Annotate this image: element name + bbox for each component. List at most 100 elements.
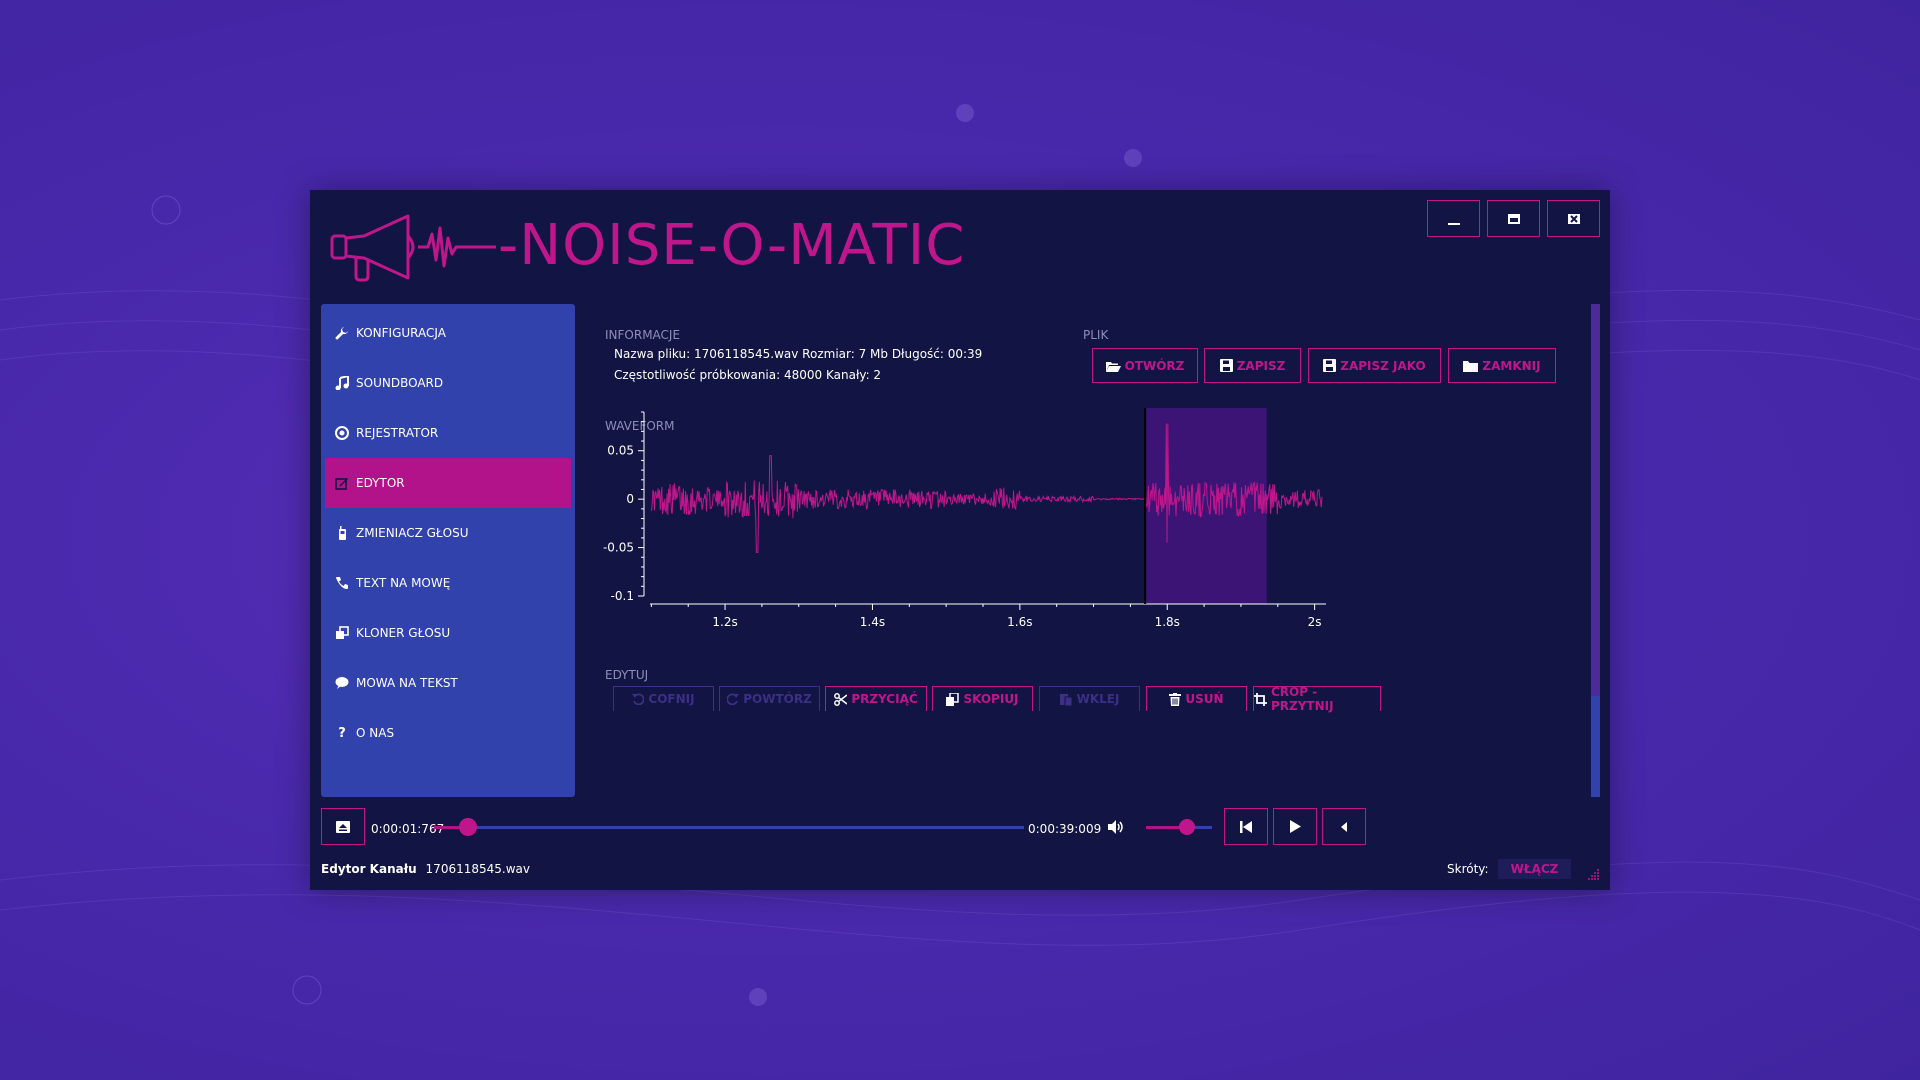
speech-bubble-icon [333, 674, 351, 692]
minimize-button[interactable] [1427, 200, 1480, 237]
seek-slider-thumb[interactable] [458, 818, 477, 836]
window-controls [1427, 200, 1600, 237]
sidebar-item-label: REJESTRATOR [356, 426, 439, 440]
x-tick-label: 1.2s [712, 615, 737, 629]
total-time: 0:00:39:009 [1028, 822, 1102, 836]
minor-ticks [638, 411, 1316, 610]
play-button[interactable] [1273, 808, 1317, 845]
shortcuts-label: Skróty: [1447, 862, 1489, 876]
sidebar-item-edytor[interactable]: EDYTOR [325, 458, 571, 508]
waveform-section-label: WAVEFORM [605, 419, 675, 433]
sample-info-line: Częstotliwość próbkowania: 48000 Kanały:… [614, 368, 882, 382]
sidebar-item-o-nas[interactable]: ? O NAS [325, 708, 571, 758]
trash-icon [1169, 692, 1182, 706]
volume-slider-thumb[interactable] [1178, 819, 1195, 835]
maximize-button[interactable] [1487, 200, 1540, 237]
paste-icon [1059, 693, 1073, 706]
sidebar-item-label: KLONER GŁOSU [356, 626, 451, 640]
delete-button[interactable]: USUŃ [1146, 686, 1247, 711]
minimize-icon [1447, 222, 1460, 225]
status-file-name: 1706118545.wav [425, 862, 530, 876]
sidebar-item-zmieniacz-glosu[interactable]: ZMIENIACZ GŁOSU [325, 508, 571, 558]
volume-icon[interactable] [1108, 819, 1124, 838]
vertical-scrollbar[interactable] [1591, 304, 1600, 797]
undo-icon [632, 693, 645, 705]
sidebar-item-label: ZMIENIACZ GŁOSU [356, 526, 469, 540]
save-as-button-label: ZAPISZ JAKO [1340, 358, 1426, 373]
sidebar-item-konfiguracja[interactable]: KONFIGURACJA [325, 308, 571, 358]
sidebar-item-label: KONFIGURACJA [356, 326, 446, 340]
redo-icon [727, 693, 740, 705]
folder-icon [1463, 360, 1479, 372]
file-info-line: Nazwa pliku: 1706118545.wav Rozmiar: 7 M… [614, 347, 983, 361]
y-tick-label: 0 [626, 492, 634, 506]
walkie-talkie-icon [333, 524, 351, 542]
triangle-left-icon [1341, 821, 1347, 832]
y-tick-label: -0.05 [603, 541, 634, 555]
waveform-line [650, 423, 1323, 553]
sidebar-item-soundboard[interactable]: SOUNDBOARD [325, 358, 571, 408]
eject-icon [336, 820, 350, 833]
sidebar-item-label: SOUNDBOARD [356, 376, 444, 390]
close-button[interactable] [1547, 200, 1600, 237]
scrollbar-thumb[interactable] [1591, 696, 1600, 797]
app-window: -NOISE-O-MATIC KONFIGURACJA SOUNDBOARD R… [310, 190, 1610, 890]
selection-region[interactable] [1145, 408, 1267, 604]
edit-section-label: EDYTUJ [605, 668, 649, 682]
save-icon [1323, 359, 1337, 372]
paste-button[interactable]: WKLEJ [1039, 686, 1140, 711]
sidebar-item-label: O NAS [356, 726, 395, 740]
paste-button-label: WKLEJ [1076, 692, 1120, 706]
close-file-button[interactable]: ZAMKNIJ [1448, 348, 1556, 383]
save-button[interactable]: ZAPISZ [1204, 348, 1301, 383]
folder-open-icon [1105, 361, 1121, 372]
app-logo: -NOISE-O-MATIC [328, 208, 965, 284]
volume-slider-fill [1146, 826, 1187, 829]
x-tick-label: 1.6s [1007, 615, 1032, 629]
scissors-icon [834, 692, 848, 706]
x-tick-label: 1.4s [860, 615, 885, 629]
save-button-label: ZAPISZ [1236, 358, 1286, 373]
question-icon: ? [338, 725, 346, 741]
edit-icon [333, 474, 351, 492]
clone-icon [333, 624, 351, 642]
open-button[interactable]: OTWÓRZ [1092, 348, 1198, 383]
x-tick-label: 2s [1308, 615, 1322, 629]
sidebar-item-kloner-glosu[interactable]: KLONER GŁOSU [325, 608, 571, 658]
save-icon [1219, 359, 1233, 372]
copy-button[interactable]: SKOPIUJ [932, 686, 1033, 711]
trim-button[interactable]: PRZYCIĄĆ [825, 686, 927, 711]
sidebar-item-rejestrator[interactable]: REJESTRATOR [325, 408, 571, 458]
sidebar-item-label: EDYTOR [356, 476, 405, 490]
sidebar-item-text-na-mowe[interactable]: TEXT NA MOWĘ [325, 558, 571, 608]
sidebar-item-label: TEXT NA MOWĘ [356, 576, 451, 590]
delete-button-label: USUŃ [1185, 692, 1224, 706]
wrench-icon [333, 324, 351, 342]
copy-icon [946, 692, 960, 706]
music-note-icon [333, 374, 351, 392]
undo-button[interactable]: COFNIJ [613, 686, 714, 711]
crop-button-label: CROP - PRZYTNIJ [1271, 685, 1334, 713]
reverse-button[interactable] [1322, 808, 1366, 845]
channel-editor-label: Edytor Kanału [321, 862, 417, 876]
skip-back-button[interactable] [1224, 808, 1268, 845]
shortcuts-toggle-button[interactable]: WŁĄCZ [1498, 859, 1571, 879]
close-file-button-label: ZAMKNIJ [1482, 358, 1541, 373]
seek-slider[interactable] [434, 826, 1024, 829]
eject-button[interactable] [321, 808, 365, 845]
waveform-chart[interactable]: 1.2s 1.4s 1.6s 1.8s 2s 0.05 0 -0.05 -0.1 [310, 190, 1610, 660]
sidebar-item-mowa-na-tekst[interactable]: MOWA NA TEKST [325, 658, 571, 708]
crop-button[interactable]: CROP - PRZYTNIJ [1253, 685, 1381, 713]
resize-grip-icon[interactable] [1586, 867, 1600, 886]
current-time: 0:00:01:767 [371, 822, 445, 836]
x-tick-label: 1.8s [1155, 615, 1180, 629]
sidebar-item-label: MOWA NA TEKST [356, 676, 458, 690]
redo-button[interactable]: POWTÓRZ [719, 686, 820, 711]
sidebar: KONFIGURACJA SOUNDBOARD REJESTRATOR EDYT… [321, 304, 575, 797]
copy-button-label: SKOPIUJ [963, 692, 1019, 706]
phone-icon [333, 574, 351, 592]
info-section-label: INFORMACJE [605, 328, 681, 342]
save-as-button[interactable]: ZAPISZ JAKO [1308, 348, 1441, 383]
file-section-label: PLIK [1083, 328, 1109, 342]
seek-slider-fill [434, 826, 468, 829]
